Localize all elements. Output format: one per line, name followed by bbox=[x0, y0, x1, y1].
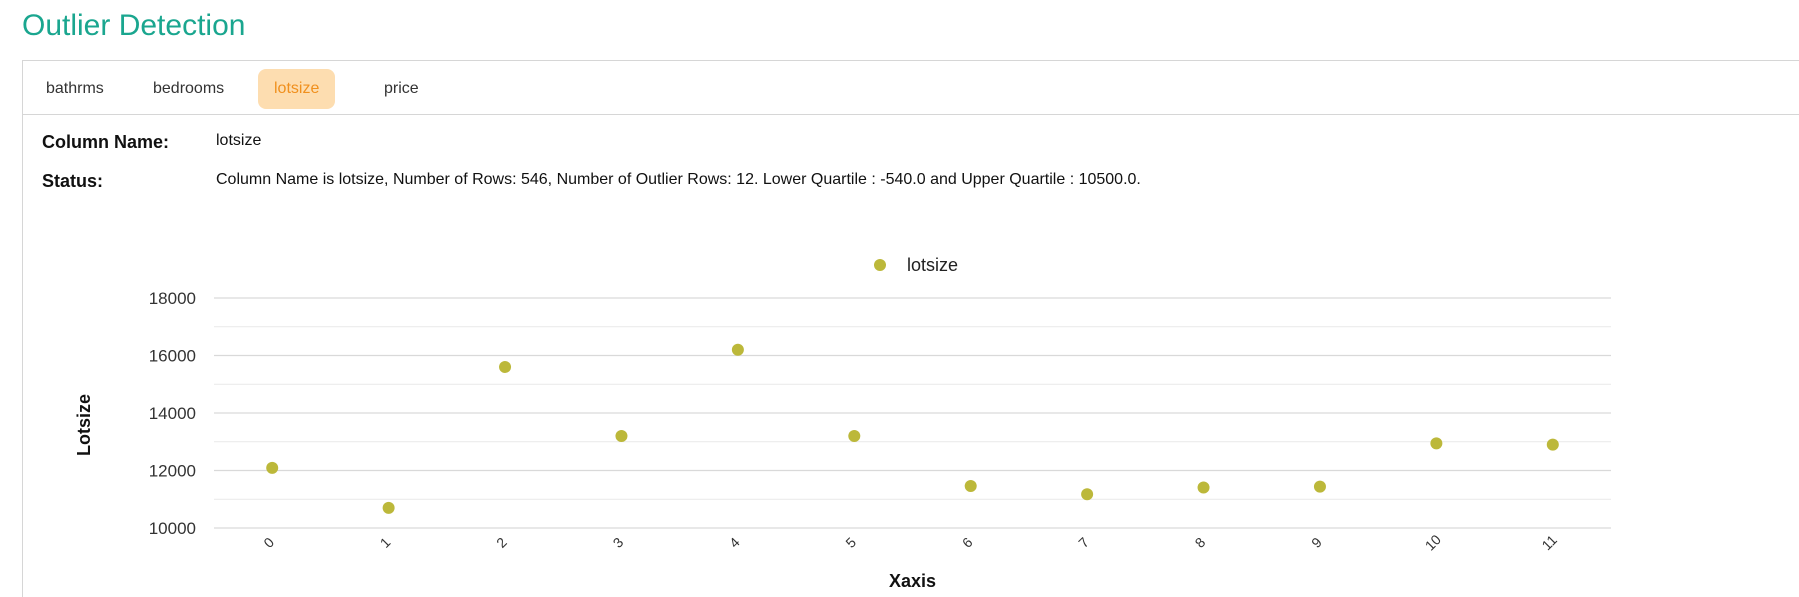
x-tick-label: 11 bbox=[1538, 532, 1560, 554]
data-point bbox=[1313, 480, 1326, 493]
data-point bbox=[848, 430, 861, 442]
data-point bbox=[731, 343, 744, 356]
data-point bbox=[382, 501, 395, 514]
data-point bbox=[1546, 438, 1559, 451]
data-point bbox=[964, 480, 977, 493]
data-point bbox=[1197, 481, 1210, 494]
data-point bbox=[266, 461, 279, 474]
x-tick-label: 4 bbox=[726, 534, 743, 551]
x-tick-label: 3 bbox=[610, 534, 627, 551]
tab-bedrooms[interactable]: bedrooms bbox=[153, 80, 225, 97]
data-point bbox=[1081, 488, 1094, 501]
tab-price[interactable]: price bbox=[384, 80, 419, 97]
y-tick-label: 18000 bbox=[149, 289, 196, 308]
x-tick-label: 8 bbox=[1192, 534, 1209, 551]
legend-label: lotsize bbox=[907, 255, 958, 275]
column-tabs: bathrms bedrooms lotsize price bbox=[23, 61, 1799, 115]
status-label: Status: bbox=[42, 171, 104, 191]
data-point bbox=[1430, 437, 1443, 450]
y-tick-label: 10000 bbox=[149, 519, 196, 538]
x-tick-label: 7 bbox=[1075, 534, 1092, 551]
tab-lotsize[interactable]: lotsize bbox=[258, 69, 336, 109]
x-tick-label: 1 bbox=[377, 534, 394, 551]
x-tick-label: 9 bbox=[1308, 534, 1325, 551]
y-tick-label: 16000 bbox=[149, 347, 196, 366]
data-point bbox=[615, 430, 628, 442]
outlier-panel: bathrms bedrooms lotsize price Column Na… bbox=[22, 60, 1799, 597]
tab-bathrms[interactable]: bathrms bbox=[46, 80, 104, 97]
y-tick-label: 12000 bbox=[149, 462, 196, 481]
x-axis-title: Xaxis bbox=[889, 571, 936, 591]
x-tick-label: 10 bbox=[1422, 531, 1444, 553]
legend-marker bbox=[874, 259, 886, 271]
x-tick-label: 2 bbox=[493, 534, 510, 551]
column-name-label: Column Name: bbox=[42, 132, 170, 152]
data-point bbox=[499, 361, 512, 373]
x-tick-label: 0 bbox=[260, 534, 277, 551]
x-tick-label: 6 bbox=[959, 534, 976, 551]
page-title: Outlier Detection bbox=[22, 9, 246, 42]
x-tick-label: 5 bbox=[842, 534, 859, 551]
status-value: Column Name is lotsize, Number of Rows: … bbox=[216, 171, 1141, 188]
y-tick-label: 14000 bbox=[149, 404, 196, 423]
column-name-value: lotsize bbox=[216, 132, 262, 149]
y-axis-title: Lotsize bbox=[74, 394, 94, 456]
